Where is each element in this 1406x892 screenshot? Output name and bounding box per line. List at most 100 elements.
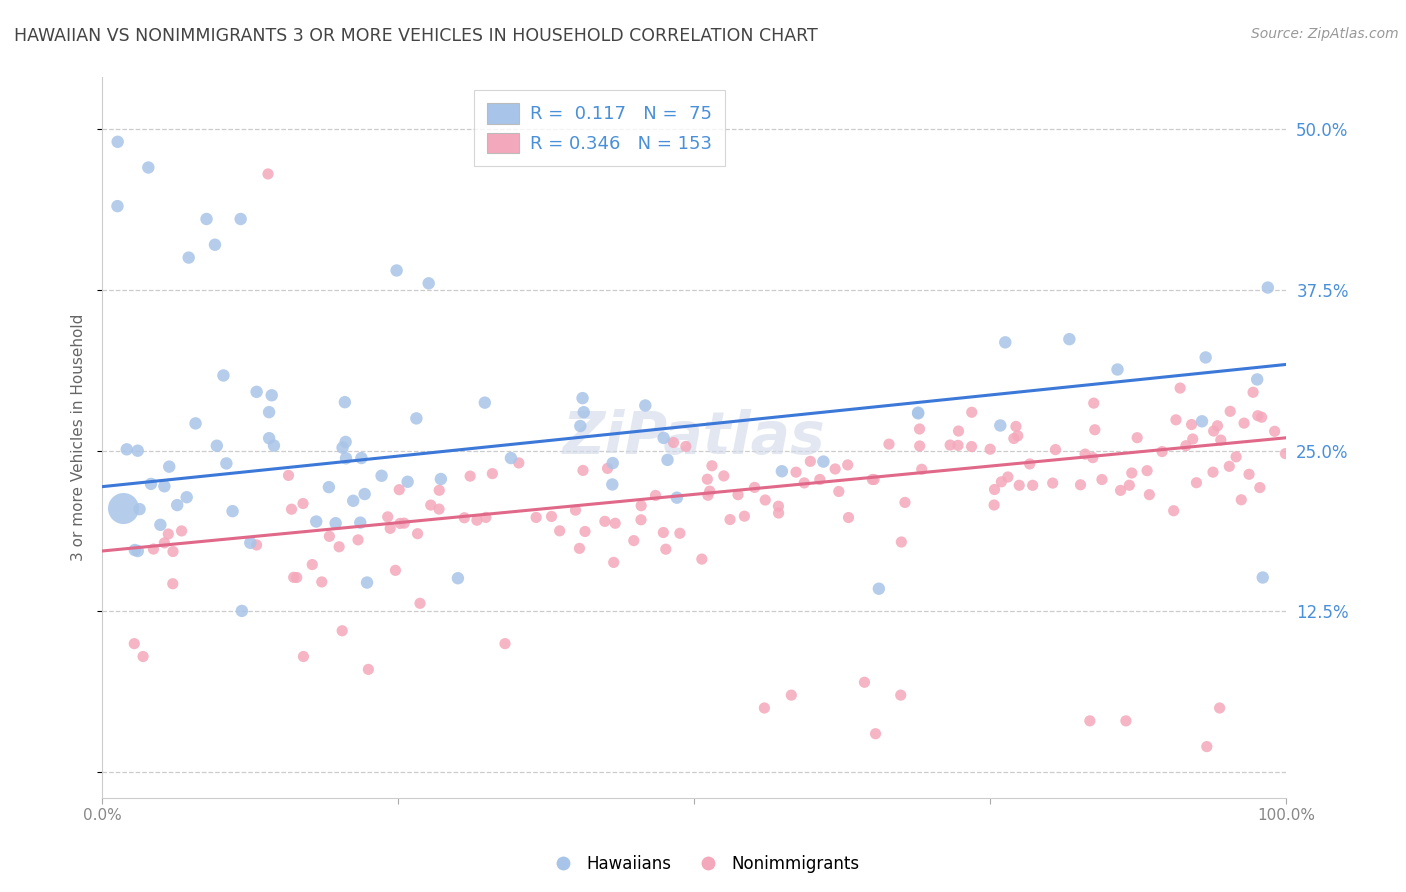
Point — [215, 457, 238, 471]
Point — [388, 483, 411, 497]
Point — [166, 498, 188, 512]
Point — [283, 570, 305, 584]
Point — [860, 473, 883, 487]
Point — [733, 509, 755, 524]
Point — [1257, 280, 1279, 294]
Point — [280, 502, 302, 516]
Point — [593, 514, 616, 528]
Point — [1163, 504, 1185, 518]
Point — [1249, 481, 1271, 495]
Point — [301, 558, 323, 572]
Point — [908, 439, 931, 453]
Point — [1059, 332, 1081, 346]
Point — [139, 476, 162, 491]
Point — [700, 458, 723, 473]
Point — [1121, 466, 1143, 480]
Point — [1021, 478, 1043, 492]
Point — [1109, 483, 1132, 498]
Point — [1206, 418, 1229, 433]
Point — [263, 438, 285, 452]
Point — [357, 662, 380, 676]
Point — [907, 406, 929, 420]
Point — [107, 199, 129, 213]
Point — [136, 161, 159, 175]
Point — [257, 431, 280, 445]
Point — [600, 477, 623, 491]
Point — [325, 516, 347, 531]
Point — [1007, 429, 1029, 443]
Point — [1218, 459, 1240, 474]
Point — [652, 431, 675, 445]
Point — [370, 468, 392, 483]
Point — [908, 422, 931, 436]
Point — [890, 535, 912, 549]
Point — [1195, 351, 1218, 365]
Point — [1002, 432, 1025, 446]
Point — [983, 483, 1005, 497]
Point — [453, 510, 475, 524]
Point — [195, 212, 218, 227]
Point — [1008, 478, 1031, 492]
Point — [1219, 404, 1241, 418]
Point — [564, 503, 586, 517]
Point — [170, 524, 193, 538]
Point — [184, 417, 207, 431]
Point — [1233, 416, 1256, 430]
Point — [231, 604, 253, 618]
Point — [690, 552, 713, 566]
Point — [1181, 432, 1204, 446]
Point — [990, 475, 1012, 489]
Point — [605, 516, 627, 531]
Point — [785, 465, 807, 479]
Point — [229, 212, 252, 227]
Point — [655, 542, 678, 557]
Point — [960, 405, 983, 419]
Point — [602, 456, 624, 470]
Point — [1202, 465, 1225, 479]
Point — [246, 384, 269, 399]
Point — [572, 463, 595, 477]
Point — [1185, 475, 1208, 490]
Point — [475, 510, 498, 524]
Point — [260, 388, 283, 402]
Point — [837, 458, 859, 472]
Point — [221, 504, 243, 518]
Point — [277, 468, 299, 483]
Point — [396, 475, 419, 489]
Point — [768, 506, 790, 520]
Point — [634, 399, 657, 413]
Point — [350, 450, 373, 465]
Point — [1225, 450, 1247, 464]
Point — [392, 516, 415, 530]
Point — [1264, 425, 1286, 439]
Point — [115, 442, 138, 457]
Point — [1074, 447, 1097, 461]
Point — [465, 513, 488, 527]
Point — [127, 544, 149, 558]
Point — [481, 467, 503, 481]
Point — [1115, 714, 1137, 728]
Point — [630, 499, 652, 513]
Point — [162, 544, 184, 558]
Point — [508, 456, 530, 470]
Point — [948, 424, 970, 438]
Point — [911, 462, 934, 476]
Point — [328, 540, 350, 554]
Point — [205, 439, 228, 453]
Point — [127, 443, 149, 458]
Point — [427, 502, 450, 516]
Point — [662, 435, 685, 450]
Point — [540, 509, 562, 524]
Point — [1247, 409, 1270, 423]
Point — [770, 464, 793, 478]
Point — [1168, 381, 1191, 395]
Point — [596, 461, 619, 475]
Point — [157, 459, 180, 474]
Point — [768, 500, 790, 514]
Point — [574, 524, 596, 539]
Point — [696, 472, 718, 486]
Point — [713, 469, 735, 483]
Point — [524, 510, 547, 524]
Point — [1230, 492, 1253, 507]
Point — [335, 434, 357, 449]
